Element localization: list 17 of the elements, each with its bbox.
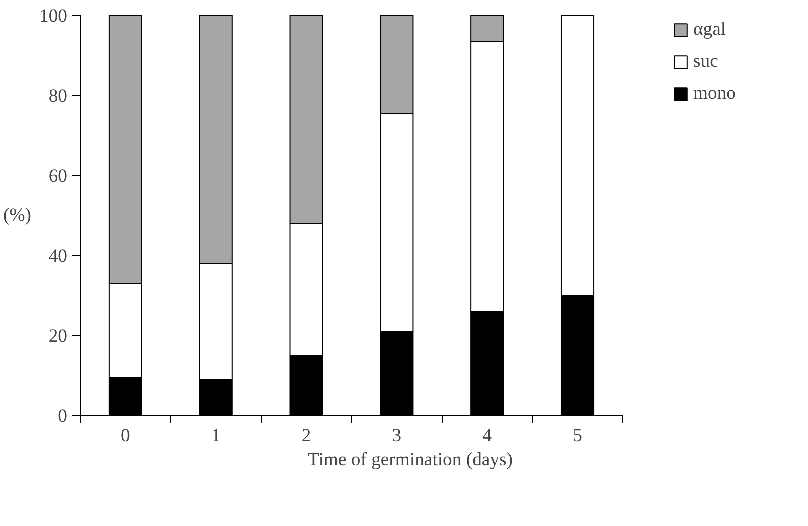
x-tick-label: 0: [121, 426, 130, 446]
x-tick-label: 3: [392, 426, 402, 446]
legend-label: mono: [694, 83, 736, 105]
y-tick-label: 80: [48, 86, 68, 107]
x-tick-label: 5: [573, 426, 582, 446]
x-tick-label: 4: [482, 426, 493, 446]
x-tick-label: 2: [302, 426, 312, 446]
y-tick-label: 40: [48, 246, 68, 267]
y-tick-label: 100: [40, 6, 68, 27]
y-tick-label: 0: [58, 406, 68, 427]
y-tick-label: 60: [48, 166, 68, 187]
y-axis-title: (%): [4, 205, 32, 226]
legend-label: suc: [694, 51, 718, 73]
y-tick-label: 20: [48, 326, 68, 347]
x-axis-title: Time of germination (days): [308, 450, 514, 470]
legend-label: αgal: [694, 19, 726, 41]
x-tick-label: 1: [211, 426, 221, 446]
